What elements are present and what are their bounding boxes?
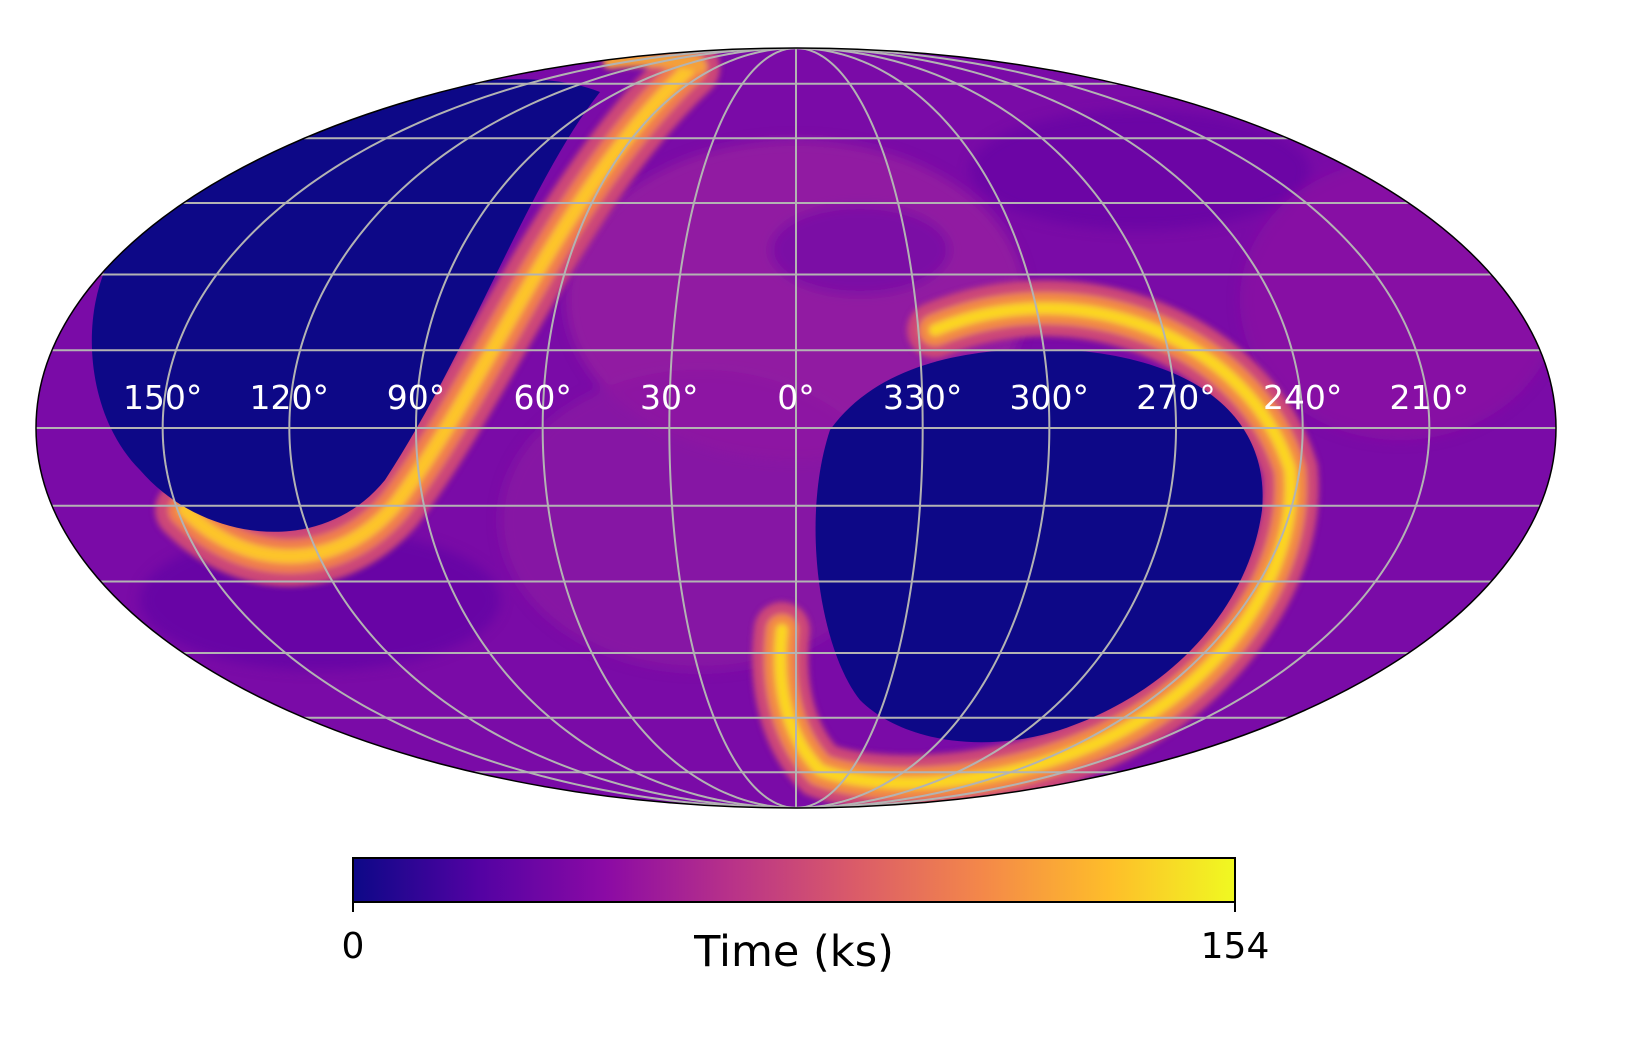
longitude-label: 330° bbox=[883, 378, 963, 417]
colorbar: 0 154 Time (ks) bbox=[342, 857, 1270, 977]
longitude-label: 0° bbox=[777, 378, 815, 417]
longitude-label: 30° bbox=[640, 378, 699, 417]
longitude-label: 60° bbox=[513, 378, 572, 417]
colorbar-min-label: 0 bbox=[342, 926, 365, 967]
longitude-label: 150° bbox=[123, 378, 203, 417]
longitude-label: 300° bbox=[1010, 378, 1090, 417]
longitude-label: 210° bbox=[1390, 378, 1470, 417]
longitude-label: 240° bbox=[1263, 378, 1343, 417]
exposure-ring-left bbox=[155, 48, 720, 587]
map-border bbox=[35, 47, 1557, 809]
exposure-heatmap bbox=[36, 48, 1556, 808]
colorbar-title: Time (ks) bbox=[693, 927, 894, 977]
colorbar-gradient-bar bbox=[352, 857, 1236, 903]
colorbar-max-label: 154 bbox=[1201, 926, 1270, 967]
longitude-label: 90° bbox=[387, 378, 446, 417]
longitude-label: 120° bbox=[250, 378, 330, 417]
longitude-label: 270° bbox=[1136, 378, 1216, 417]
exposure-ring-right bbox=[752, 280, 1319, 808]
zero-exposure-region-right bbox=[815, 349, 1263, 743]
graticule-grid bbox=[36, 48, 1556, 808]
zero-exposure-region-left bbox=[91, 79, 601, 532]
longitude-labels: 150° 120° 90° 60° 30° 0° 330° 300° 270° 240° 210° bbox=[123, 378, 1469, 417]
